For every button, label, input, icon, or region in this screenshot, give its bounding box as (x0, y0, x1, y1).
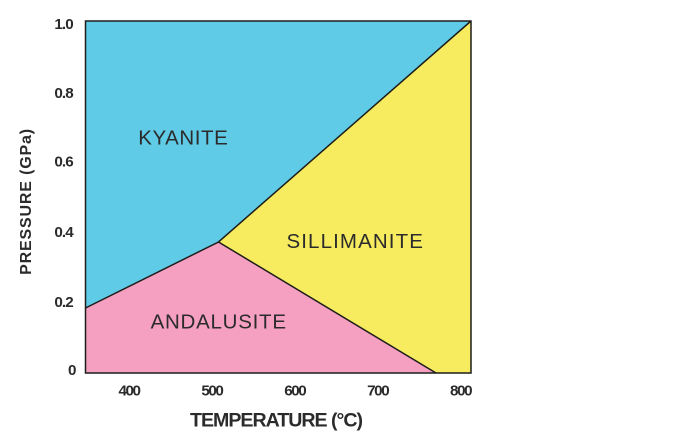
svg-text:SILLIMANITE: SILLIMANITE (286, 230, 423, 253)
svg-text:0: 0 (68, 362, 76, 379)
svg-text:TEMPERATURE (°C): TEMPERATURE (°C) (190, 409, 363, 431)
svg-text:1.0: 1.0 (54, 16, 73, 33)
svg-text:500: 500 (201, 383, 224, 400)
svg-text:KYANITE: KYANITE (138, 127, 228, 150)
svg-text:0.6: 0.6 (54, 154, 73, 171)
svg-text:800: 800 (450, 383, 473, 400)
svg-text:400: 400 (118, 383, 141, 400)
svg-text:0.2: 0.2 (54, 294, 73, 311)
svg-text:600: 600 (284, 383, 307, 400)
svg-text:0.8: 0.8 (54, 85, 73, 102)
svg-text:ANDALUSITE: ANDALUSITE (151, 310, 286, 333)
svg-text:0.4: 0.4 (54, 224, 74, 241)
svg-text:700: 700 (367, 383, 390, 400)
svg-text:PRESSURE (GPa): PRESSURE (GPa) (18, 129, 35, 275)
